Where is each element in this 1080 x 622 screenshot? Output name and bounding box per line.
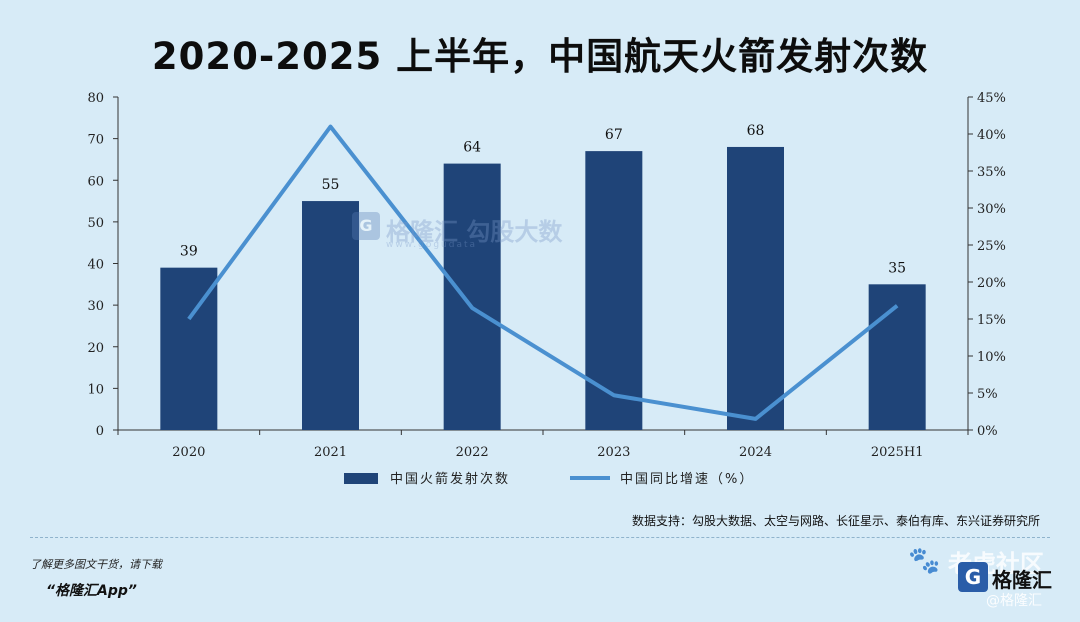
bar: [868, 284, 926, 430]
legend-label-bar: 中国火箭发射次数: [390, 471, 510, 487]
watermark-brand: 格隆汇: [386, 218, 458, 246]
bar-data-label: 39: [180, 244, 198, 260]
y-right-tick-label: 40%: [977, 128, 1006, 143]
y-left-tick-label: 60: [87, 174, 104, 189]
y-left-tick-label: 50: [87, 216, 104, 231]
bar-data-label: 68: [747, 123, 765, 139]
y-right-tick-label: 25%: [977, 239, 1006, 254]
x-tick-label: 2024: [739, 445, 772, 460]
logo-icon: G: [958, 562, 988, 592]
bar-data-label: 64: [463, 140, 481, 156]
bar: [443, 163, 501, 430]
x-tick-label: 2025H1: [871, 445, 924, 460]
bar: [727, 146, 784, 430]
paw-icon: 🐾: [908, 546, 941, 576]
y-right-tick-label: 45%: [977, 91, 1006, 106]
bar: [302, 201, 359, 430]
watermark-extra: 勾股大数: [466, 218, 563, 246]
x-tick-label: 2022: [456, 445, 489, 460]
divider: [30, 537, 1050, 538]
y-left-tick-label: 10: [87, 382, 104, 397]
data-source: 数据支持：勾股大数据、太空与网路、长征星示、泰伯有库、东兴证券研究所: [631, 514, 1040, 528]
x-tick-label: 2023: [597, 445, 630, 460]
y-left-tick-label: 80: [87, 91, 104, 106]
chart-title: 2020-2025 上半年，中国航天火箭发射次数: [151, 35, 929, 78]
bar-data-label: 67: [605, 127, 623, 143]
y-right-tick-label: 10%: [977, 350, 1006, 365]
x-tick-label: 2020: [172, 445, 205, 460]
legend: 中国火箭发射次数 中国同比增速（%）: [344, 471, 754, 487]
y-right-tick-label: 35%: [977, 165, 1006, 180]
bar-series: 39 55 64 67 68 35: [160, 123, 926, 431]
watermark-handle: @格隆汇: [986, 593, 1042, 609]
y-left-tick-label: 70: [87, 133, 104, 148]
line-series: [187, 124, 899, 421]
y-left-tick-label: 40: [87, 258, 104, 273]
bar-line-chart: 0 10 20 30 40 50 60 70 80 0% 5% 10% 15% 20% 25% 30% 35% 4…: [87, 91, 1005, 487]
promo-line-2: “格隆汇App”: [46, 583, 137, 599]
bar: [585, 151, 643, 431]
watermark-logo-icon: G: [352, 212, 380, 240]
y-right-tick-label: 5%: [977, 387, 998, 402]
bar-data-label: 35: [888, 260, 906, 276]
watermark-corner: 🐾 老虎社区 G 格隆汇 @格隆汇: [908, 544, 1068, 614]
watermark-corner-brand: 格隆汇: [992, 568, 1052, 592]
legend-swatch-bar: [344, 473, 378, 484]
watermark-center: G 格隆汇 勾股大数 www.gogudata: [352, 208, 652, 258]
legend-label-line: 中国同比增速（%）: [620, 472, 754, 487]
promo-line-1: 了解更多图文干货，请下载: [30, 558, 162, 571]
y-right-tick-label: 0%: [977, 424, 998, 439]
watermark-url: www.gogudata: [386, 240, 478, 250]
y-left-tick-label: 30: [87, 299, 104, 314]
y-right-tick-label: 30%: [977, 202, 1006, 217]
axes: 0 10 20 30 40 50 60 70 80 0% 5% 10% 15% 20% 25% 30% 35% 4…: [87, 91, 1005, 460]
bar-data-label: 55: [322, 177, 340, 193]
y-right-tick-label: 20%: [977, 276, 1006, 291]
x-tick-label: 2021: [314, 445, 347, 460]
y-left-tick-label: 0: [96, 424, 104, 439]
y-right-tick-label: 15%: [977, 313, 1006, 328]
growth-line: [187, 124, 899, 421]
y-left-tick-label: 20: [87, 341, 104, 356]
